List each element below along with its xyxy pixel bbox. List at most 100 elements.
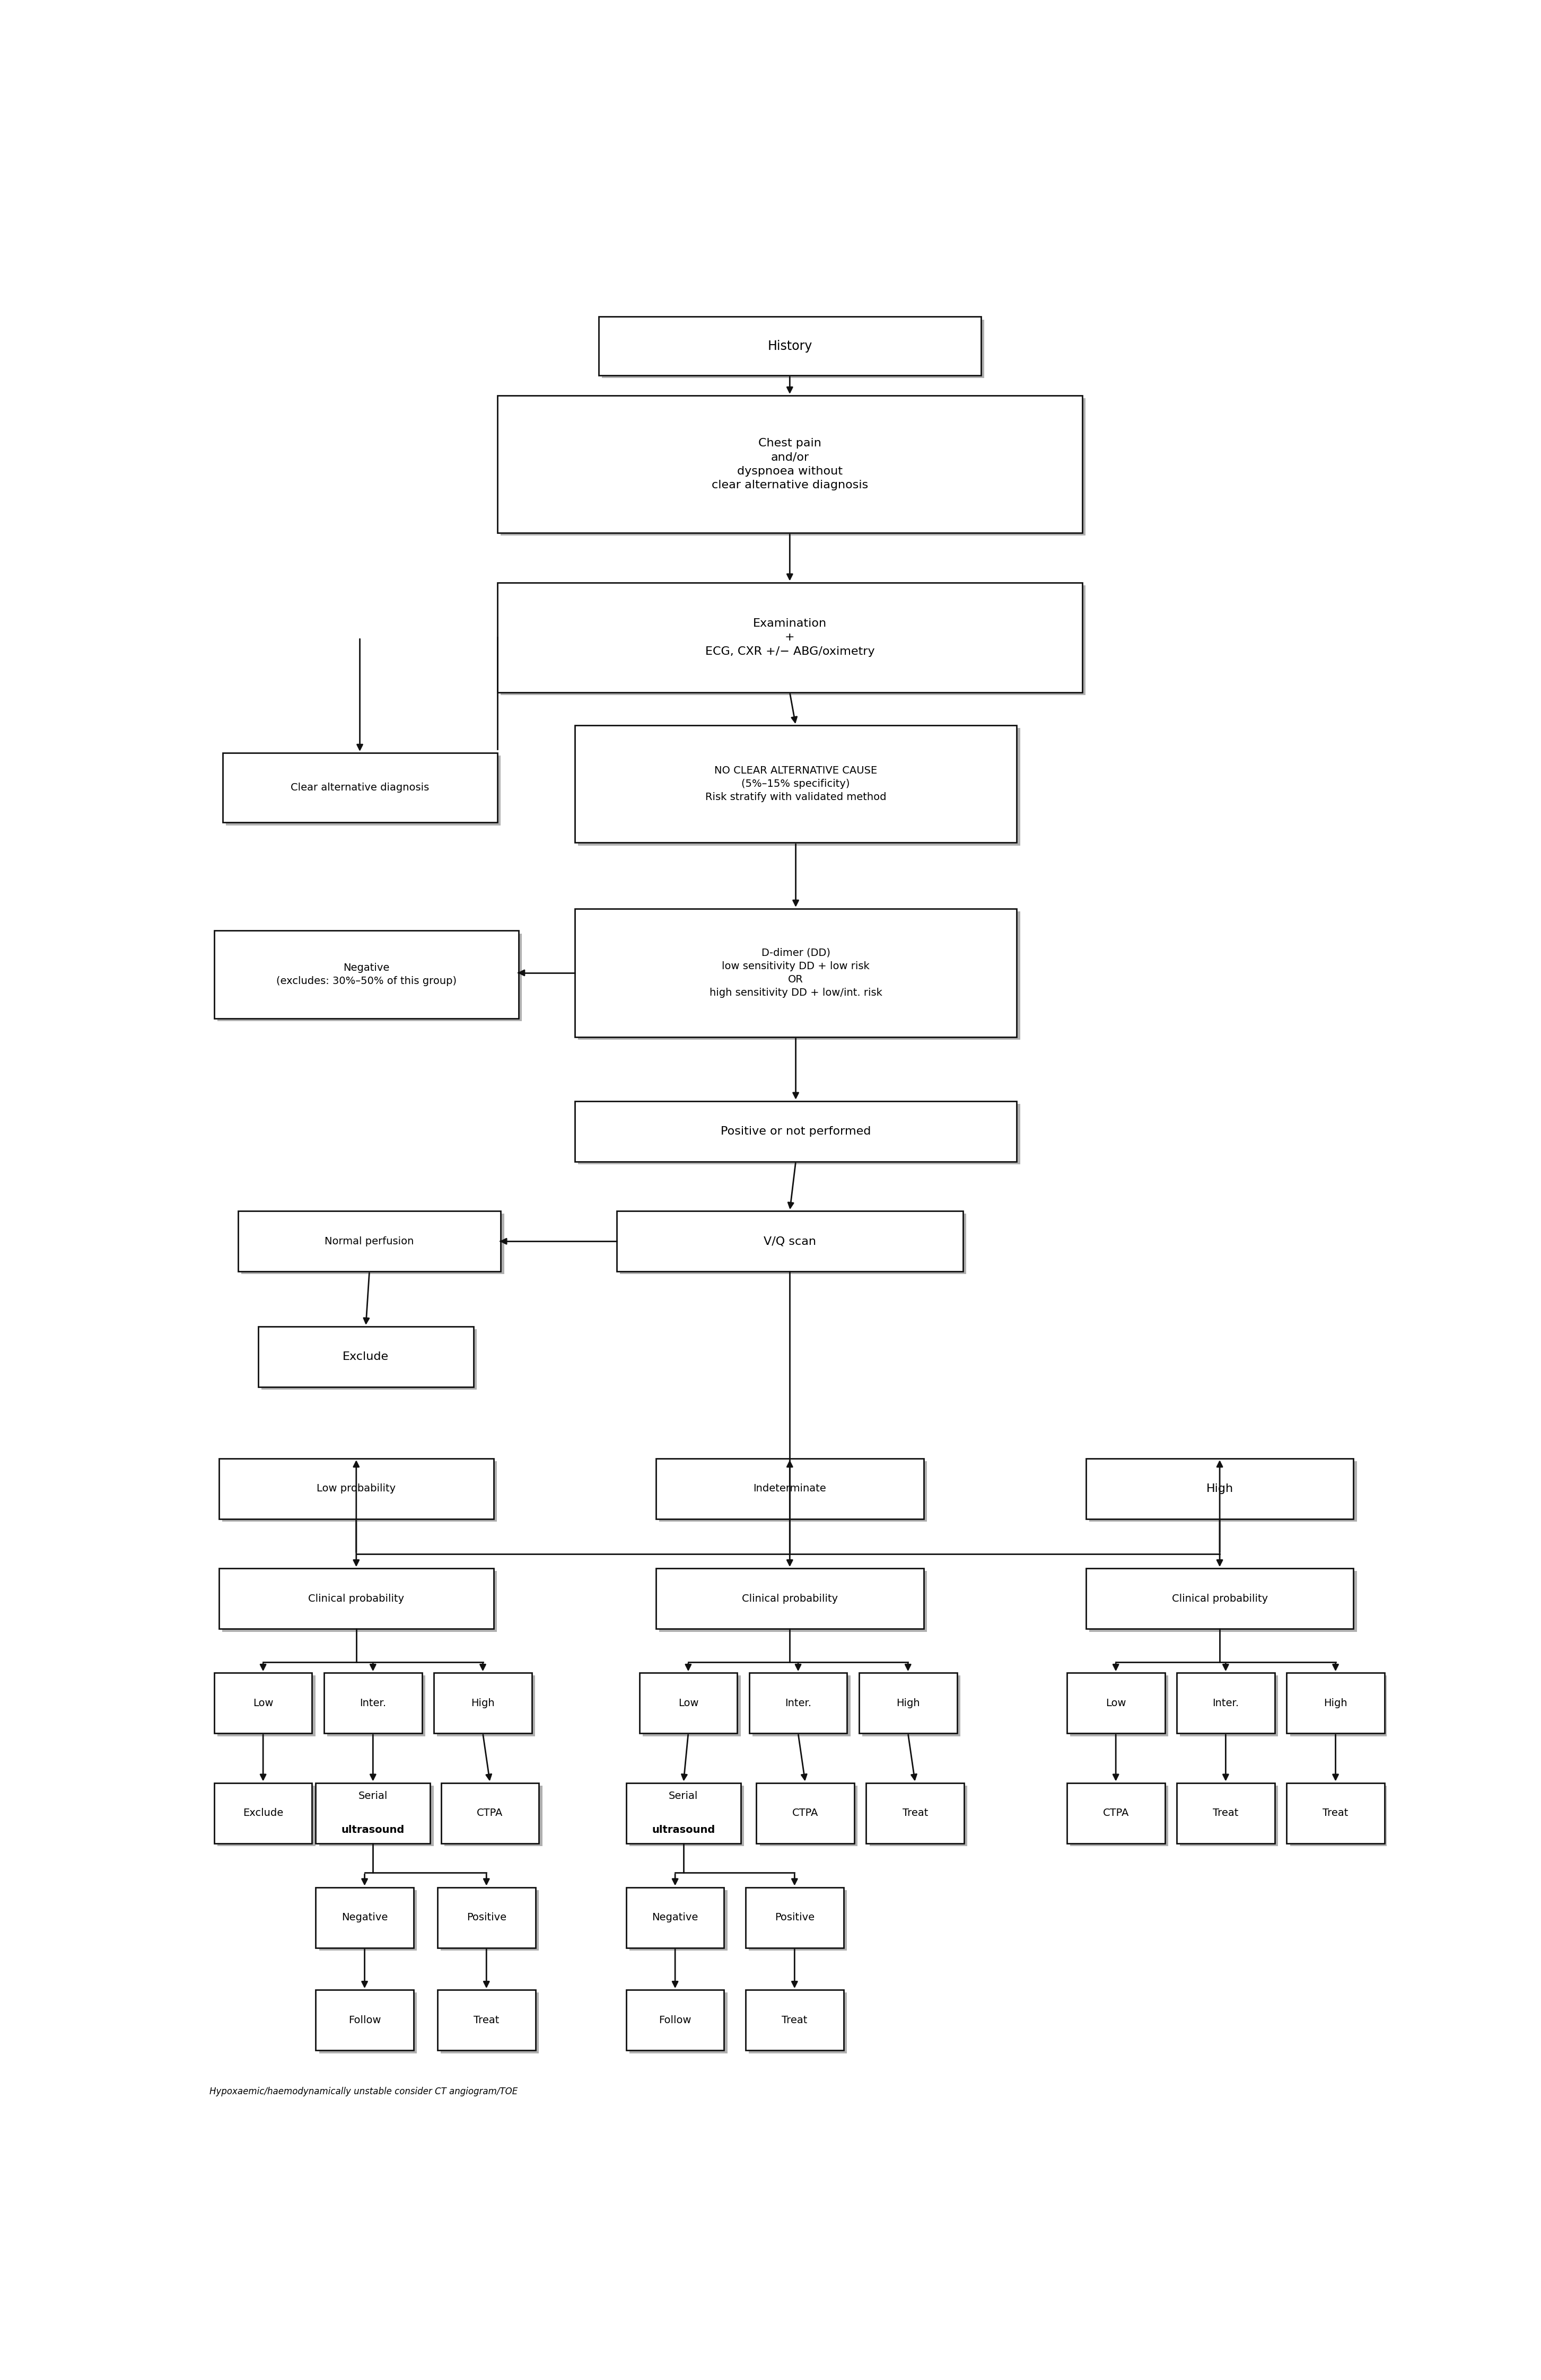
FancyBboxPatch shape	[242, 1214, 504, 1273]
Text: CTPA: CTPA	[476, 1809, 502, 1818]
Text: Low probability: Low probability	[317, 1483, 396, 1495]
FancyBboxPatch shape	[626, 1783, 741, 1842]
FancyBboxPatch shape	[746, 1887, 843, 1947]
FancyBboxPatch shape	[866, 1783, 965, 1842]
FancyBboxPatch shape	[1177, 1673, 1274, 1733]
Text: Inter.: Inter.	[784, 1697, 812, 1709]
FancyBboxPatch shape	[749, 1673, 848, 1733]
FancyBboxPatch shape	[1069, 1676, 1168, 1735]
FancyBboxPatch shape	[1290, 1785, 1388, 1847]
FancyBboxPatch shape	[1287, 1673, 1384, 1733]
FancyBboxPatch shape	[1086, 1568, 1353, 1628]
Text: Normal perfusion: Normal perfusion	[325, 1235, 415, 1247]
FancyBboxPatch shape	[438, 1676, 535, 1735]
Text: Exclude: Exclude	[243, 1809, 284, 1818]
FancyBboxPatch shape	[578, 728, 1020, 845]
FancyBboxPatch shape	[626, 1887, 724, 1947]
FancyBboxPatch shape	[217, 933, 522, 1021]
Text: ultrasound: ultrasound	[342, 1825, 405, 1835]
FancyBboxPatch shape	[498, 395, 1082, 533]
FancyBboxPatch shape	[575, 726, 1017, 843]
FancyBboxPatch shape	[629, 1785, 744, 1847]
Text: High: High	[472, 1697, 495, 1709]
FancyBboxPatch shape	[219, 1568, 493, 1628]
Text: ultrasound: ultrasound	[652, 1825, 715, 1835]
FancyBboxPatch shape	[629, 1992, 727, 2054]
FancyBboxPatch shape	[578, 912, 1020, 1040]
FancyBboxPatch shape	[327, 1676, 425, 1735]
FancyBboxPatch shape	[858, 1673, 957, 1733]
FancyBboxPatch shape	[1089, 1461, 1356, 1521]
Text: Positive or not performed: Positive or not performed	[721, 1126, 871, 1138]
Text: Positive: Positive	[467, 1914, 507, 1923]
Text: Follow: Follow	[348, 2016, 381, 2025]
FancyBboxPatch shape	[599, 317, 980, 376]
FancyBboxPatch shape	[444, 1785, 542, 1847]
Text: Inter.: Inter.	[359, 1697, 387, 1709]
FancyBboxPatch shape	[259, 1326, 473, 1388]
FancyBboxPatch shape	[640, 1673, 737, 1733]
FancyBboxPatch shape	[626, 1990, 724, 2052]
FancyBboxPatch shape	[660, 1571, 926, 1633]
FancyBboxPatch shape	[1287, 1783, 1384, 1842]
FancyBboxPatch shape	[438, 1887, 535, 1947]
FancyBboxPatch shape	[660, 1461, 926, 1521]
Text: Serial: Serial	[358, 1792, 388, 1802]
Text: Clinical probability: Clinical probability	[1171, 1595, 1268, 1604]
FancyBboxPatch shape	[324, 1673, 422, 1733]
FancyBboxPatch shape	[222, 1461, 496, 1521]
FancyBboxPatch shape	[435, 1673, 532, 1733]
FancyBboxPatch shape	[441, 1890, 539, 1952]
FancyBboxPatch shape	[227, 757, 501, 826]
Text: High: High	[1207, 1483, 1233, 1495]
FancyBboxPatch shape	[319, 1992, 418, 2054]
Text: Treat: Treat	[1322, 1809, 1348, 1818]
Text: High: High	[1324, 1697, 1347, 1709]
FancyBboxPatch shape	[749, 1992, 848, 2054]
Text: History: History	[767, 340, 812, 352]
Text: Treat: Treat	[903, 1809, 928, 1818]
Text: Low: Low	[678, 1697, 698, 1709]
FancyBboxPatch shape	[1066, 1783, 1165, 1842]
Text: Low: Low	[1105, 1697, 1126, 1709]
Text: Examination
+
ECG, CXR +/− ABG/oximetry: Examination + ECG, CXR +/− ABG/oximetry	[706, 619, 874, 657]
FancyBboxPatch shape	[262, 1330, 476, 1390]
Text: Exclude: Exclude	[342, 1352, 388, 1361]
FancyBboxPatch shape	[863, 1676, 960, 1735]
Text: Treat: Treat	[781, 2016, 807, 2025]
FancyBboxPatch shape	[1177, 1783, 1274, 1842]
FancyBboxPatch shape	[752, 1676, 851, 1735]
FancyBboxPatch shape	[316, 1990, 413, 2052]
FancyBboxPatch shape	[441, 1783, 539, 1842]
FancyBboxPatch shape	[214, 1673, 311, 1733]
Text: Indeterminate: Indeterminate	[754, 1483, 826, 1495]
FancyBboxPatch shape	[214, 931, 519, 1019]
Text: Clinical probability: Clinical probability	[308, 1595, 404, 1604]
Text: Serial: Serial	[669, 1792, 698, 1802]
Text: Inter.: Inter.	[1213, 1697, 1239, 1709]
FancyBboxPatch shape	[575, 909, 1017, 1038]
FancyBboxPatch shape	[1180, 1785, 1277, 1847]
FancyBboxPatch shape	[316, 1887, 413, 1947]
FancyBboxPatch shape	[656, 1568, 923, 1628]
FancyBboxPatch shape	[214, 1783, 311, 1842]
FancyBboxPatch shape	[501, 585, 1086, 695]
Text: Chest pain
and/or
dyspnoea without
clear alternative diagnosis: Chest pain and/or dyspnoea without clear…	[712, 438, 868, 490]
Text: Clear alternative diagnosis: Clear alternative diagnosis	[291, 783, 428, 793]
Text: CTPA: CTPA	[792, 1809, 818, 1818]
FancyBboxPatch shape	[1180, 1676, 1277, 1735]
FancyBboxPatch shape	[498, 583, 1082, 693]
FancyBboxPatch shape	[603, 319, 985, 378]
Text: High: High	[897, 1697, 920, 1709]
FancyBboxPatch shape	[237, 1211, 501, 1271]
FancyBboxPatch shape	[575, 1102, 1017, 1161]
Text: NO CLEAR ALTERNATIVE CAUSE
(5%–15% specificity)
Risk stratify with validated met: NO CLEAR ALTERNATIVE CAUSE (5%–15% speci…	[706, 766, 886, 802]
FancyBboxPatch shape	[1066, 1673, 1165, 1733]
Text: Negative: Negative	[342, 1914, 388, 1923]
FancyBboxPatch shape	[222, 1571, 496, 1633]
Text: V/Q scan: V/Q scan	[763, 1235, 817, 1247]
Text: Positive: Positive	[775, 1914, 815, 1923]
Text: Low: Low	[253, 1697, 273, 1709]
FancyBboxPatch shape	[316, 1783, 430, 1842]
FancyBboxPatch shape	[1086, 1459, 1353, 1518]
